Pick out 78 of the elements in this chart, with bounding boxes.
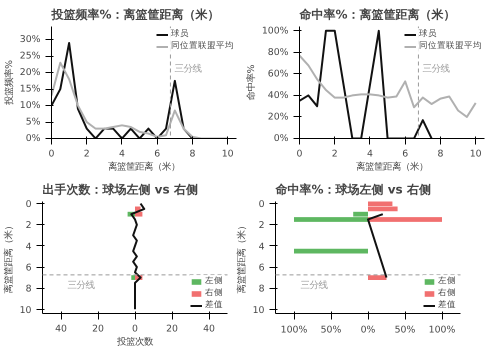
x-tick-label: 8 bbox=[437, 148, 444, 160]
y-tick-label: 5% bbox=[26, 116, 41, 128]
y-axis-title: 命中率% bbox=[246, 64, 257, 100]
x-tick-label: 20 bbox=[92, 324, 104, 334]
y-tick-label: 4 bbox=[26, 241, 32, 252]
y-tick-label: 6 bbox=[258, 262, 265, 274]
x-tick-label: 100% bbox=[428, 324, 456, 336]
legend-label: 左侧 bbox=[205, 275, 224, 287]
bar bbox=[368, 275, 386, 280]
y-tick-label: 0 bbox=[26, 199, 32, 210]
chart-title: 出手次数：球场左侧 vs 右侧 bbox=[42, 182, 198, 196]
chart-title: 命中率%：球场左侧 vs 右侧 bbox=[274, 182, 431, 196]
y-tick-label: 0% bbox=[26, 133, 41, 144]
y-axis-title: 离篮筐距离（米） bbox=[4, 222, 15, 294]
y-tick-label: 80% bbox=[268, 46, 289, 58]
y-tick-label: 6 bbox=[26, 262, 32, 274]
x-tick-label: 10 bbox=[222, 148, 234, 160]
y-tick-label: 15% bbox=[20, 84, 41, 95]
x-tick-label: 6 bbox=[154, 148, 160, 160]
y-tick-label: 0% bbox=[274, 133, 289, 144]
legend-label: 同位置联盟平均 bbox=[419, 40, 482, 52]
ref-line-label: 三分线 bbox=[300, 280, 328, 291]
ref-line-label: 三分线 bbox=[174, 64, 202, 74]
legend-label: 左侧 bbox=[438, 275, 457, 287]
y-tick-label: 100% bbox=[262, 25, 289, 36]
x-axis-title: 投篮次数 bbox=[116, 336, 153, 348]
x-tick-label: 0 bbox=[132, 324, 138, 334]
ref-line-label: 三分线 bbox=[68, 280, 94, 291]
y-tick-label: 20% bbox=[20, 67, 41, 78]
legend-label: 差值 bbox=[205, 299, 224, 311]
y-axis-title: 投篮频率% bbox=[4, 60, 15, 106]
legend-label: 球员 bbox=[171, 28, 190, 40]
y-tick-label: 0 bbox=[258, 199, 265, 210]
y-tick-label: 10 bbox=[20, 304, 32, 316]
legend-label: 同位置联盟平均 bbox=[171, 40, 234, 52]
y-tick-label: 20% bbox=[268, 111, 289, 122]
x-tick-label: 0 bbox=[296, 148, 303, 160]
y-tick-label: 30% bbox=[20, 34, 41, 46]
y-tick-label: 2 bbox=[258, 220, 265, 232]
y-tick-label: 4 bbox=[258, 241, 265, 252]
x-axis-title: 离篮筐距离（米） bbox=[356, 162, 428, 172]
x-axis-title: 离篮筐距离（米） bbox=[108, 162, 180, 172]
legend-label: 右侧 bbox=[438, 287, 457, 299]
x-tick-label: 100% bbox=[280, 324, 308, 336]
x-tick-label: 50% bbox=[320, 324, 342, 336]
y-tick-label: 2 bbox=[26, 220, 32, 232]
x-tick-label: 40 bbox=[55, 324, 67, 334]
x-tick-label: 10 bbox=[470, 148, 482, 160]
y-tick-label: 10% bbox=[20, 100, 41, 112]
y-tick-label: 60% bbox=[268, 68, 289, 80]
x-tick-label: 0% bbox=[360, 324, 376, 336]
chart-title: 命中率%：离篮筐距离（米） bbox=[298, 8, 456, 22]
bar bbox=[368, 217, 442, 222]
y-tick-label: 40% bbox=[268, 90, 289, 101]
x-tick-label: 8 bbox=[189, 148, 196, 160]
legend-label: 球员 bbox=[419, 28, 438, 40]
y-tick-label: 25% bbox=[20, 50, 41, 62]
x-tick-label: 4 bbox=[367, 148, 374, 160]
y-tick-label: 8 bbox=[258, 284, 265, 295]
line-series bbox=[300, 54, 477, 118]
ref-line-label: 三分线 bbox=[422, 64, 450, 74]
y-tick-label: 8 bbox=[26, 284, 32, 295]
x-tick-label: 0 bbox=[48, 148, 55, 160]
x-tick-label: 2 bbox=[332, 148, 338, 160]
bar bbox=[294, 248, 368, 254]
x-tick-label: 20 bbox=[166, 324, 178, 334]
x-tick-label: 40 bbox=[203, 324, 215, 334]
legend-label: 右侧 bbox=[205, 287, 224, 299]
x-tick-label: 6 bbox=[402, 148, 408, 160]
y-tick-label: 10 bbox=[252, 304, 265, 316]
legend-label: 差值 bbox=[438, 299, 457, 311]
line-series bbox=[52, 62, 229, 138]
x-tick-label: 2 bbox=[84, 148, 90, 160]
x-tick-label: 50% bbox=[394, 324, 416, 336]
bar bbox=[131, 275, 135, 280]
y-axis-title: 离篮筐距离（米） bbox=[236, 222, 248, 294]
chart-title: 投篮频率%：离篮筐距离（米） bbox=[50, 8, 220, 22]
x-tick-label: 4 bbox=[119, 148, 126, 160]
